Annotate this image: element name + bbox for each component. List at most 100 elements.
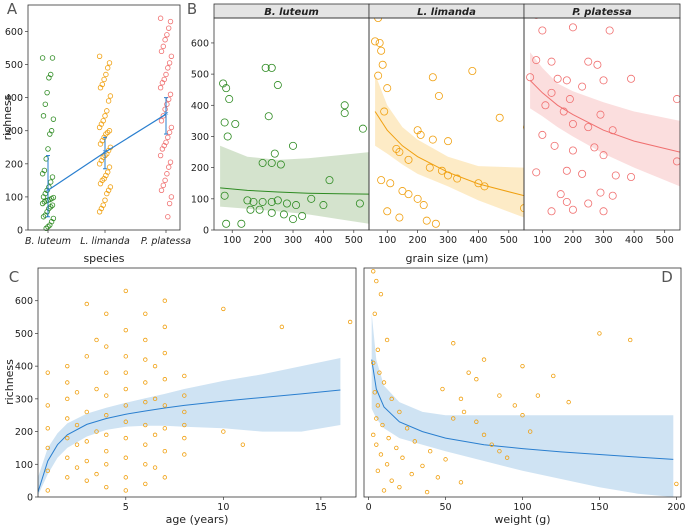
data-point: [270, 149, 279, 158]
data-point: [451, 416, 456, 421]
panel-a-y-tick-label: 600: [5, 27, 23, 38]
data-point: [578, 82, 587, 91]
data-point: [377, 46, 386, 55]
data-point: [413, 126, 422, 135]
data-point: [258, 197, 267, 206]
data-point: [474, 419, 479, 424]
data-point: [378, 452, 384, 457]
data-point: [413, 194, 422, 203]
data-point: [143, 380, 148, 385]
data-point: [520, 363, 525, 369]
data-point: [39, 171, 46, 177]
data-point: [404, 190, 413, 199]
panel-c-y-tick-label: 300: [15, 394, 33, 405]
data-point: [45, 370, 50, 375]
data-point: [378, 60, 387, 69]
data-point: [340, 101, 349, 110]
data-point: [220, 191, 229, 200]
data-point: [584, 57, 593, 66]
data-point: [164, 32, 170, 38]
data-point: [97, 85, 104, 91]
data-point: [152, 396, 158, 402]
data-point: [94, 337, 99, 343]
data-point: [104, 344, 109, 349]
data-point: [605, 26, 614, 35]
data-point: [599, 151, 608, 160]
data-point: [480, 182, 489, 191]
data-point: [65, 435, 70, 441]
data-point: [84, 409, 89, 415]
panel-b-x-tick-label: 500: [500, 235, 518, 246]
data-point: [104, 108, 110, 114]
data-point: [168, 53, 175, 59]
data-point: [167, 159, 174, 165]
data-point: [45, 468, 50, 474]
facet-frame: [523, 17, 681, 231]
data-point: [104, 393, 109, 398]
data-point: [372, 390, 377, 395]
data-point: [96, 209, 103, 215]
data-point: [565, 95, 574, 104]
data-point: [221, 429, 226, 434]
data-point: [97, 141, 104, 147]
data-point: [123, 435, 128, 441]
data-point: [596, 110, 605, 119]
data-point: [45, 445, 50, 451]
data-point: [383, 207, 392, 216]
data-point: [474, 377, 479, 382]
data-point: [143, 311, 148, 316]
data-point: [627, 172, 636, 181]
data-point: [182, 373, 187, 379]
panel-d-x-tick-label: 100: [513, 502, 531, 513]
data-point: [65, 475, 70, 480]
panel-b-y-tick-label: 500: [191, 70, 209, 81]
data-point: [550, 141, 559, 150]
data-point: [481, 432, 487, 438]
data-point: [219, 79, 228, 88]
panel-b-x-tick-label: 100: [223, 235, 241, 246]
panel-b-x-tick-label: 400: [469, 235, 487, 246]
data-point: [371, 37, 380, 46]
data-point: [374, 442, 379, 447]
data-point: [65, 363, 70, 369]
data-point: [165, 25, 172, 31]
data-point: [481, 357, 487, 362]
data-point: [566, 399, 571, 405]
data-point: [556, 190, 565, 199]
data-point: [162, 449, 168, 454]
data-point: [596, 188, 605, 197]
data-point: [243, 196, 252, 205]
data-point: [106, 164, 113, 170]
data-point: [157, 15, 164, 21]
data-point: [458, 480, 464, 485]
panel-d-x-tick-label: 200: [667, 502, 685, 513]
panel-a-y-tick-label: 500: [5, 60, 23, 71]
data-point: [590, 143, 599, 152]
data-point: [404, 155, 413, 164]
data-point: [143, 442, 148, 447]
data-point: [599, 207, 608, 216]
data-point: [162, 475, 168, 480]
data-point: [47, 131, 53, 137]
data-point: [374, 278, 379, 284]
data-point: [102, 197, 108, 203]
data-point: [255, 205, 264, 214]
data-point: [412, 439, 417, 444]
data-point: [123, 327, 128, 333]
data-point: [45, 146, 51, 152]
data-point: [374, 71, 383, 80]
data-point: [152, 465, 158, 470]
data-point: [562, 76, 571, 85]
data-point: [240, 442, 246, 447]
data-point: [267, 197, 276, 206]
data-point: [42, 101, 48, 107]
data-point: [45, 223, 51, 230]
data-point: [123, 455, 128, 460]
data-point: [48, 179, 54, 185]
panel-b-x-tick-label: 200: [409, 235, 427, 246]
panel-b-x-tick-label: 300: [594, 235, 612, 246]
data-point: [123, 475, 128, 480]
data-point: [568, 146, 577, 155]
data-point: [166, 200, 173, 207]
mean-marker: *: [103, 148, 108, 159]
